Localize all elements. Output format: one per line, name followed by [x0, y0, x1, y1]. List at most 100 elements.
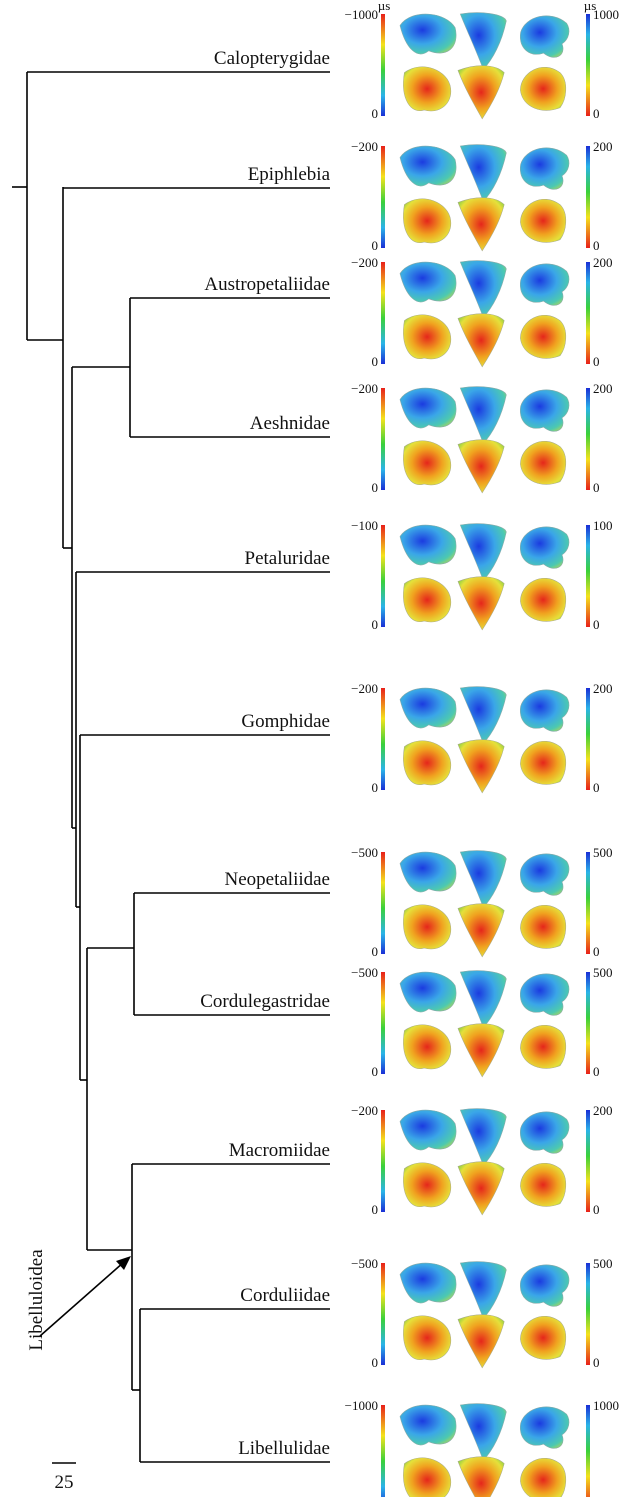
mandible-strain-top — [520, 1407, 569, 1449]
mandible-strain-top — [460, 1262, 506, 1319]
colorbar — [381, 146, 385, 248]
colorbar-label: −100 — [351, 518, 378, 533]
mandible-strain-top — [460, 971, 506, 1028]
mandible-strain-bottom — [403, 741, 450, 785]
mandible-strain-top — [520, 854, 569, 896]
mandible-strain-top — [400, 146, 456, 186]
colorbar — [586, 1405, 590, 1497]
taxon-name: Macromiidae — [229, 1140, 330, 1161]
colorbar-label: 500 — [593, 965, 613, 980]
colorbar-label: 0 — [372, 354, 379, 369]
mandible-strain-bottom — [520, 1025, 565, 1068]
colorbar-label: 200 — [593, 139, 613, 154]
mandible-strain-bottom — [520, 741, 565, 784]
mandible-strain-bottom — [403, 315, 450, 359]
mandible-strain-bottom — [520, 905, 565, 948]
colorbar-label: 0 — [593, 1202, 600, 1217]
taxon-name: Epiphlebia — [248, 164, 331, 185]
colorbar-label: 0 — [372, 480, 379, 495]
mandible-strain-bottom — [458, 1457, 504, 1497]
colorbar — [381, 388, 385, 490]
taxon-name: Gomphidae — [241, 711, 330, 732]
mandible-strain-bottom — [403, 199, 450, 243]
mandible-strain-bottom — [403, 578, 450, 622]
colorbar — [586, 525, 590, 627]
colorbar-label: 0 — [372, 617, 379, 632]
mandible-strain-top — [520, 690, 569, 732]
taxon-name: Aeshnidae — [250, 413, 330, 434]
colorbar-label: −200 — [351, 1103, 378, 1118]
taxon-name: Austropetaliidae — [204, 274, 330, 295]
mandible-strain-bottom — [403, 1316, 450, 1360]
colorbar-label: 0 — [593, 1355, 600, 1370]
mandible-strain-top — [460, 145, 506, 202]
mandible-strain-bottom — [520, 1163, 565, 1206]
colorbar — [586, 146, 590, 248]
colorbar-label: 0 — [372, 944, 379, 959]
mandible-strain-top — [520, 148, 569, 190]
colorbar-label: 0 — [593, 944, 600, 959]
colorbar-label: 0 — [372, 780, 379, 795]
taxon-name: Neopetaliidae — [224, 869, 330, 890]
colorbar-label: 0 — [593, 617, 600, 632]
colorbar-label: −200 — [351, 255, 378, 270]
colorbar-label: 500 — [593, 1256, 613, 1271]
colorbar-label: 0 — [372, 1064, 379, 1079]
colorbar-label: −500 — [351, 1256, 378, 1271]
colorbar-label: 0 — [593, 1064, 600, 1079]
colorbar-label: 500 — [593, 845, 613, 860]
unit-label: µs — [378, 0, 391, 13]
mandible-strain-top — [460, 387, 506, 444]
mandible-strain-bottom — [458, 1162, 504, 1215]
colorbar — [381, 14, 385, 116]
mandible-strain-bottom — [403, 905, 450, 949]
mandible-strain-top — [400, 972, 456, 1012]
mandible-strain-bottom — [403, 441, 450, 485]
colorbar-label: 0 — [593, 354, 600, 369]
colorbar — [381, 262, 385, 364]
colorbar — [381, 852, 385, 954]
mandible-strain-top — [460, 261, 506, 318]
mandible-strain-top — [400, 852, 456, 892]
mandible-strain-top — [520, 390, 569, 432]
colorbar-label: −200 — [351, 139, 378, 154]
colorbar-label: −1000 — [345, 1398, 378, 1413]
mandible-strain-bottom — [403, 1458, 450, 1497]
clade-label: Libelluloidea — [26, 1249, 47, 1351]
colorbar — [586, 1110, 590, 1212]
mandible-strain-top — [400, 1110, 456, 1150]
colorbar-label: 0 — [593, 480, 600, 495]
mandible-strain-bottom — [520, 67, 565, 110]
colorbar-label: 0 — [372, 1202, 379, 1217]
colorbar — [381, 688, 385, 790]
mandible-strain-top — [400, 1263, 456, 1303]
mandible-strain-bottom — [458, 577, 504, 630]
colorbar-label: 0 — [593, 780, 600, 795]
mandible-strain-bottom — [520, 441, 565, 484]
mandible-strain-bottom — [520, 1316, 565, 1359]
colorbar — [381, 972, 385, 1074]
mandible-strain-top — [520, 264, 569, 306]
mandible-strain-top — [460, 851, 506, 908]
colorbar — [586, 1263, 590, 1365]
mandible-strain-bottom — [458, 198, 504, 251]
mandible-strain-top — [400, 688, 456, 728]
colorbar — [586, 688, 590, 790]
colorbar-label: −200 — [351, 381, 378, 396]
colorbar — [586, 852, 590, 954]
mandible-strain-bottom — [403, 1163, 450, 1207]
colorbar-label: 0 — [372, 1355, 379, 1370]
mandible-strain-bottom — [458, 904, 504, 957]
taxon-name: Calopterygidae — [214, 48, 330, 69]
mandible-strain-bottom — [458, 1024, 504, 1077]
colorbar-label: −1000 — [345, 7, 378, 22]
taxon-name: Petaluridae — [245, 548, 330, 569]
taxon-name: Libellulidae — [238, 1438, 330, 1459]
colorbar-label: 200 — [593, 255, 613, 270]
colorbar-label: 100 — [593, 518, 613, 533]
colorbar-label: −500 — [351, 845, 378, 860]
colorbar-label: 0 — [593, 106, 600, 121]
colorbar — [381, 1263, 385, 1365]
colorbar-label: 0 — [593, 238, 600, 253]
colorbar-label: 200 — [593, 381, 613, 396]
